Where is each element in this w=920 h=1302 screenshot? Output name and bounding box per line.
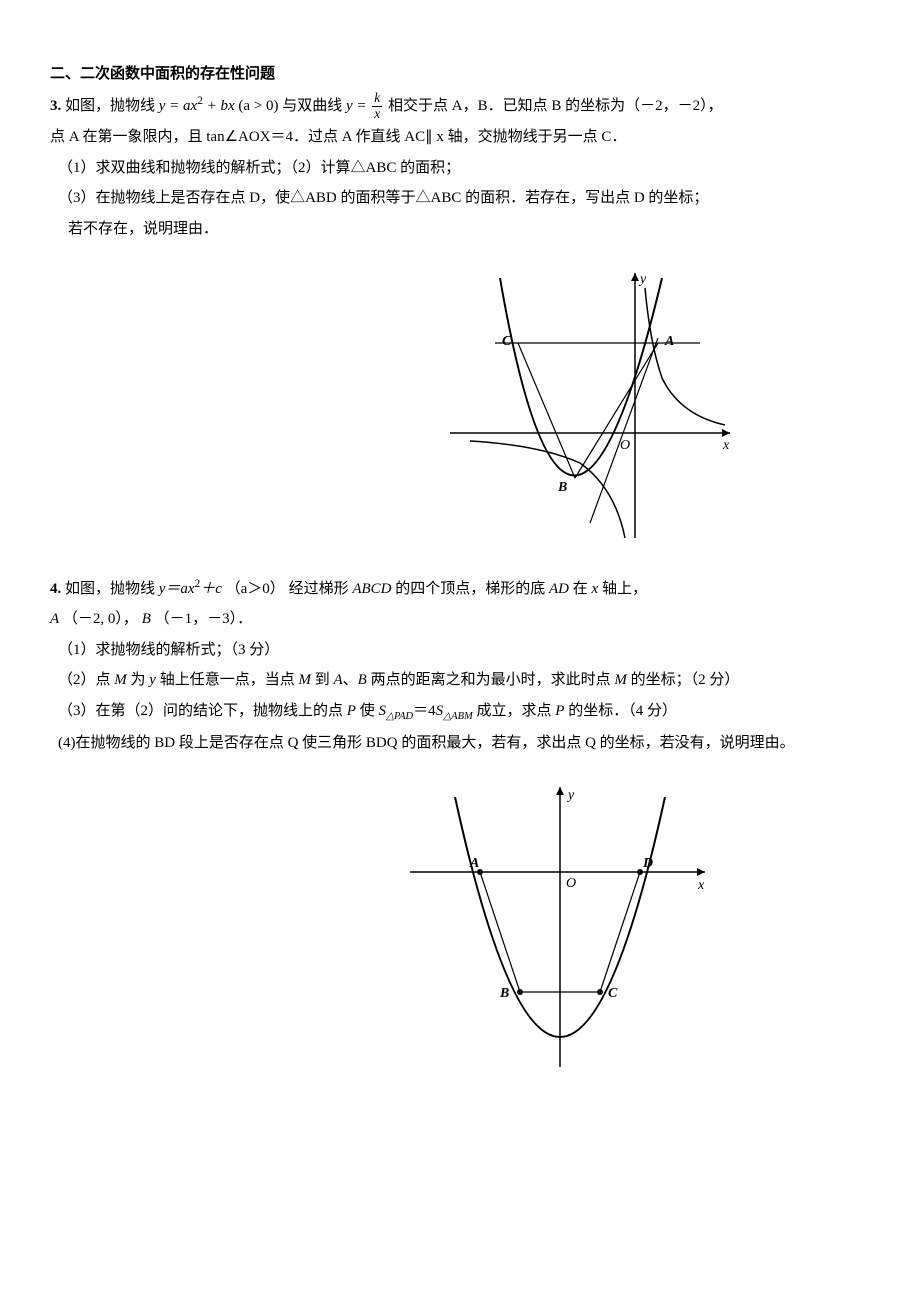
q4-text1a: 如图，抛物线 (65, 581, 159, 597)
q4-ad: AD (549, 581, 569, 597)
fig2-label-A: A (469, 856, 479, 871)
q4-text1h: 轴上， (602, 581, 647, 597)
q4-formula-paren: （a＞0） (226, 581, 285, 597)
q4-text1d: 的四个顶点，梯形的底 (395, 581, 549, 597)
q3-number: 3. (50, 98, 61, 114)
q4-text1f: 在 (573, 581, 592, 597)
fig1-label-A: A (664, 334, 674, 349)
q4-sub4: (4)在抛物线的 BD 段上是否存在点 Q 使三角形 BDQ 的面积最大，若有，… (50, 729, 870, 758)
figure2: y x O A D B C (400, 777, 720, 1088)
q3-line1: 3. 如图，抛物线 y = ax2 + bx (a > 0) 与双曲线 y = … (50, 91, 870, 122)
q3-sub1: （1）求双曲线和抛物线的解析式；（2）计算△ABC 的面积； (50, 154, 870, 183)
q3-text1c: 相交于点 A，B．已知点 B 的坐标为（－2，－2）， (388, 98, 723, 114)
q4-Acoord: （－2, 0）， (63, 611, 138, 627)
q4-line1: 4. 如图，抛物线 y＝ax2＋c （a＞0） 经过梯形 ABCD 的四个顶点，… (50, 574, 870, 604)
fig2-label-y: y (566, 788, 575, 803)
section-title: 二、二次函数中面积的存在性问题 (50, 60, 870, 89)
figure1: y x O A C B (440, 263, 740, 554)
q4-number: 4. (50, 581, 61, 597)
q3-text1b: 与双曲线 (282, 98, 346, 114)
q4-abcd: ABCD (352, 581, 391, 597)
q4-Bcoord: （－1，－3）． (155, 611, 253, 627)
fig2-label-O: O (566, 876, 576, 891)
fig2-label-B: B (499, 986, 509, 1001)
figure2-wrap: y x O A D B C (250, 777, 870, 1088)
q4-B: B (142, 611, 151, 627)
q3-text1a: 如图，抛物线 (65, 98, 159, 114)
figure1-wrap: y x O A C B (310, 263, 870, 554)
q3-formula1-paren: (a > 0) (238, 98, 278, 114)
fig2-label-D: D (642, 856, 653, 871)
fig1-label-C: C (502, 334, 512, 349)
q4-sub1: （1）求抛物线的解析式；（3 分） (50, 636, 870, 665)
q4-A: A (50, 611, 59, 627)
q3-formula1: y = ax2 + bx (159, 98, 239, 114)
fig2-label-C: C (608, 986, 618, 1001)
q4-line2: A （－2, 0）， B （－1，－3）． (50, 605, 870, 634)
q3-line2: 点 A 在第一象限内，且 tan∠AOX＝4．过点 A 作直线 AC∥ x 轴，… (50, 123, 870, 152)
q3-sub3b: 若不存在，说明理由． (50, 215, 870, 244)
fig1-label-x: x (722, 438, 730, 453)
fig1-label-O: O (620, 438, 630, 453)
q4-sub3: （3）在第（2）问的结论下，抛物线上的点 P 使 S△PAD＝4S△ABM 成立… (50, 697, 870, 727)
q4-sub2: （2）点 M 为 y 轴上任意一点，当点 M 到 A、B 两点的距离之和为最小时… (50, 666, 870, 695)
fig1-label-B: B (557, 480, 567, 495)
q4-formula: y＝ax2＋c (159, 581, 226, 597)
fig2-label-x: x (697, 878, 705, 893)
fig1-label-y: y (638, 272, 647, 287)
q3-formula2: y = kx (346, 98, 388, 114)
q3-sub3: （3）在抛物线上是否存在点 D，使△ABD 的面积等于△ABC 的面积．若存在，… (50, 184, 870, 213)
q4-text1b: 经过梯形 (289, 581, 353, 597)
q4-x: x (592, 581, 599, 597)
